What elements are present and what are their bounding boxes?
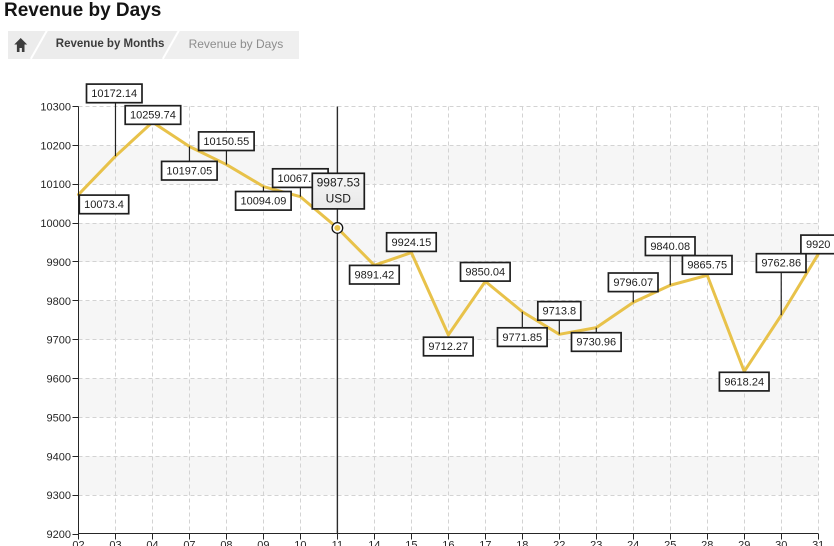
svg-text:10150.55: 10150.55: [203, 136, 249, 148]
svg-text:29: 29: [738, 540, 750, 546]
svg-text:9796.07: 9796.07: [613, 277, 653, 289]
svg-text:10000: 10000: [40, 218, 71, 230]
svg-text:11: 11: [332, 540, 343, 546]
svg-text:USD: USD: [326, 192, 352, 206]
svg-text:9713.8: 9713.8: [542, 306, 576, 318]
svg-text:07: 07: [183, 540, 195, 546]
svg-text:09: 09: [257, 540, 269, 546]
svg-text:9900: 9900: [47, 257, 71, 269]
svg-text:23: 23: [590, 540, 602, 546]
svg-text:25: 25: [664, 540, 676, 546]
svg-text:16: 16: [442, 540, 454, 546]
svg-text:04: 04: [146, 540, 158, 546]
svg-text:9891.42: 9891.42: [355, 269, 395, 281]
svg-text:10200: 10200: [40, 140, 71, 152]
svg-text:10067.8: 10067.8: [278, 173, 318, 185]
svg-text:9500: 9500: [47, 412, 71, 424]
svg-text:30: 30: [775, 540, 787, 546]
svg-text:9712.27: 9712.27: [428, 341, 468, 353]
svg-text:9800: 9800: [47, 296, 71, 308]
svg-text:15: 15: [405, 540, 417, 546]
svg-text:9200: 9200: [47, 529, 71, 541]
svg-text:9840.08: 9840.08: [650, 241, 690, 253]
svg-text:22: 22: [553, 540, 565, 546]
svg-text:9762.86: 9762.86: [761, 258, 801, 270]
svg-text:31: 31: [812, 540, 824, 546]
svg-text:9730.96: 9730.96: [576, 337, 616, 349]
svg-text:9618.24: 9618.24: [724, 376, 764, 388]
svg-text:03: 03: [109, 540, 121, 546]
svg-text:10259.74: 10259.74: [130, 110, 176, 122]
svg-text:9865.75: 9865.75: [687, 260, 727, 272]
svg-text:28: 28: [701, 540, 713, 546]
svg-text:10100: 10100: [40, 179, 71, 191]
svg-text:10300: 10300: [40, 102, 71, 114]
svg-text:10197.05: 10197.05: [166, 165, 212, 177]
svg-text:9771.85: 9771.85: [502, 332, 542, 344]
svg-text:10073.4: 10073.4: [84, 199, 124, 211]
svg-text:18: 18: [516, 540, 528, 546]
svg-text:9300: 9300: [47, 490, 71, 502]
svg-text:17: 17: [479, 540, 491, 546]
svg-text:9920: 9920: [806, 239, 830, 251]
svg-text:24: 24: [627, 540, 639, 546]
svg-text:9850.04: 9850.04: [465, 267, 505, 279]
svg-text:9600: 9600: [47, 374, 71, 386]
svg-text:14: 14: [368, 540, 380, 546]
svg-text:10172.14: 10172.14: [91, 88, 137, 100]
svg-text:9924.15: 9924.15: [392, 237, 432, 249]
svg-text:08: 08: [220, 540, 232, 546]
svg-text:9400: 9400: [47, 451, 71, 463]
svg-text:02: 02: [72, 540, 84, 546]
svg-text:10094.09: 10094.09: [240, 196, 286, 208]
svg-text:10: 10: [294, 540, 306, 546]
svg-text:9700: 9700: [47, 335, 71, 347]
svg-text:9987.53: 9987.53: [317, 176, 361, 190]
